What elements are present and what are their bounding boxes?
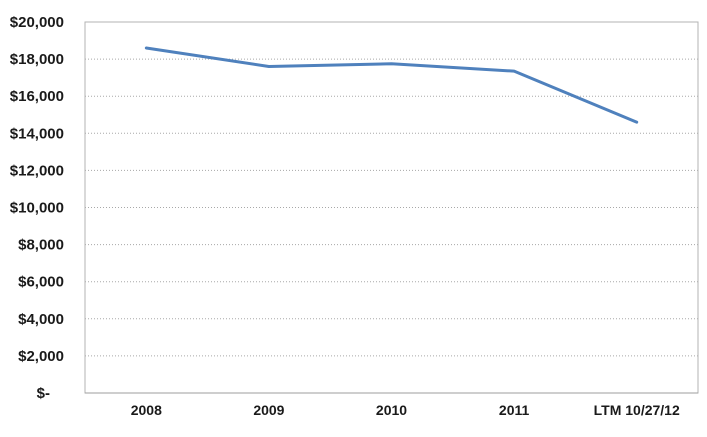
- x-axis-tick-label: LTM 10/27/12: [594, 402, 680, 418]
- y-axis-tick-label: $18,000: [10, 51, 64, 68]
- y-axis-tick-label: $14,000: [10, 125, 64, 142]
- y-axis-tick-label: $-: [37, 385, 50, 402]
- y-axis-tick-label: $12,000: [10, 162, 64, 179]
- y-axis-tick-label: $2,000: [18, 348, 64, 365]
- y-axis-tick-label: $8,000: [18, 237, 64, 254]
- x-axis-tick-label: 2008: [131, 402, 162, 418]
- x-axis-tick-label: 2011: [499, 402, 530, 418]
- y-axis-tick-label: $16,000: [10, 88, 64, 105]
- y-axis-tick-label: $10,000: [10, 200, 64, 217]
- y-axis-tick-label: $6,000: [18, 274, 64, 291]
- y-axis-tick-label: $20,000: [10, 14, 64, 31]
- y-axis-tick-label: $4,000: [18, 311, 64, 328]
- data-line-series: [144, 46, 639, 124]
- x-axis-tick-label: 2009: [253, 402, 284, 418]
- x-axis-tick-label: 2010: [376, 402, 407, 418]
